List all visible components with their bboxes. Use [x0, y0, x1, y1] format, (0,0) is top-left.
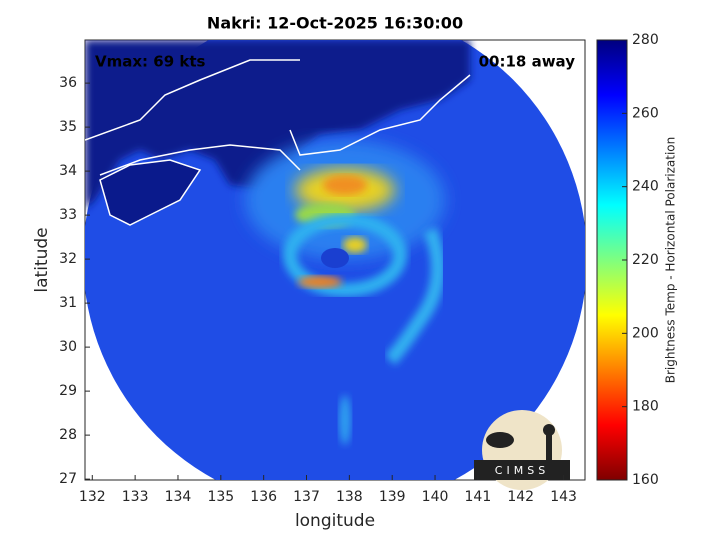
colorbar-tick-label: 240 [632, 179, 659, 195]
y-tick-label: 33 [59, 207, 77, 223]
colorbar-label: Brightness Temp - Horizontal Polarizatio… [664, 137, 678, 384]
x-tick-label: 135 [207, 489, 234, 505]
y-tick-label: 32 [59, 251, 77, 267]
annotation: 00:18 away [479, 53, 576, 71]
y-tick-label: 35 [59, 119, 77, 135]
x-tick-label: 139 [379, 489, 406, 505]
colorbar-tick-label: 220 [632, 252, 659, 268]
satellite-image [85, 40, 585, 480]
chart-title: Nakri: 12-Oct-2025 16:30:00 [207, 14, 463, 33]
x-tick-label: 143 [550, 489, 577, 505]
annotation: Vmax: 69 kts [95, 53, 205, 71]
y-tick-label: 30 [59, 339, 77, 355]
x-axis-label: longitude [295, 511, 375, 531]
logo-text: CIMSS [495, 464, 549, 477]
x-tick-label: 134 [165, 489, 192, 505]
colorbar-tick-label: 200 [632, 325, 659, 341]
x-tick-label: 138 [336, 489, 363, 505]
y-tick-label: 31 [59, 295, 77, 311]
colorbar-tick-label: 280 [632, 32, 659, 48]
x-tick-label: 142 [507, 489, 534, 505]
x-tick-label: 132 [79, 489, 106, 505]
cimss-logo: CIMSS [474, 410, 570, 490]
x-tick-label: 140 [422, 489, 449, 505]
y-tick-label: 29 [59, 383, 77, 399]
y-tick-label: 36 [59, 75, 77, 91]
y-tick-label: 34 [59, 163, 77, 179]
x-tick-label: 141 [465, 489, 492, 505]
y-axis-label: latitude [32, 227, 52, 292]
x-tick-label: 133 [122, 489, 149, 505]
colorbar-tick-label: 260 [632, 105, 659, 121]
x-tick-label: 137 [293, 489, 320, 505]
colorbar-tick-label: 180 [632, 399, 659, 415]
x-tick-label: 136 [250, 489, 277, 505]
y-tick-label: 28 [59, 427, 77, 443]
colorbar-tick-label: 160 [632, 472, 659, 488]
y-tick-label: 27 [59, 471, 77, 487]
